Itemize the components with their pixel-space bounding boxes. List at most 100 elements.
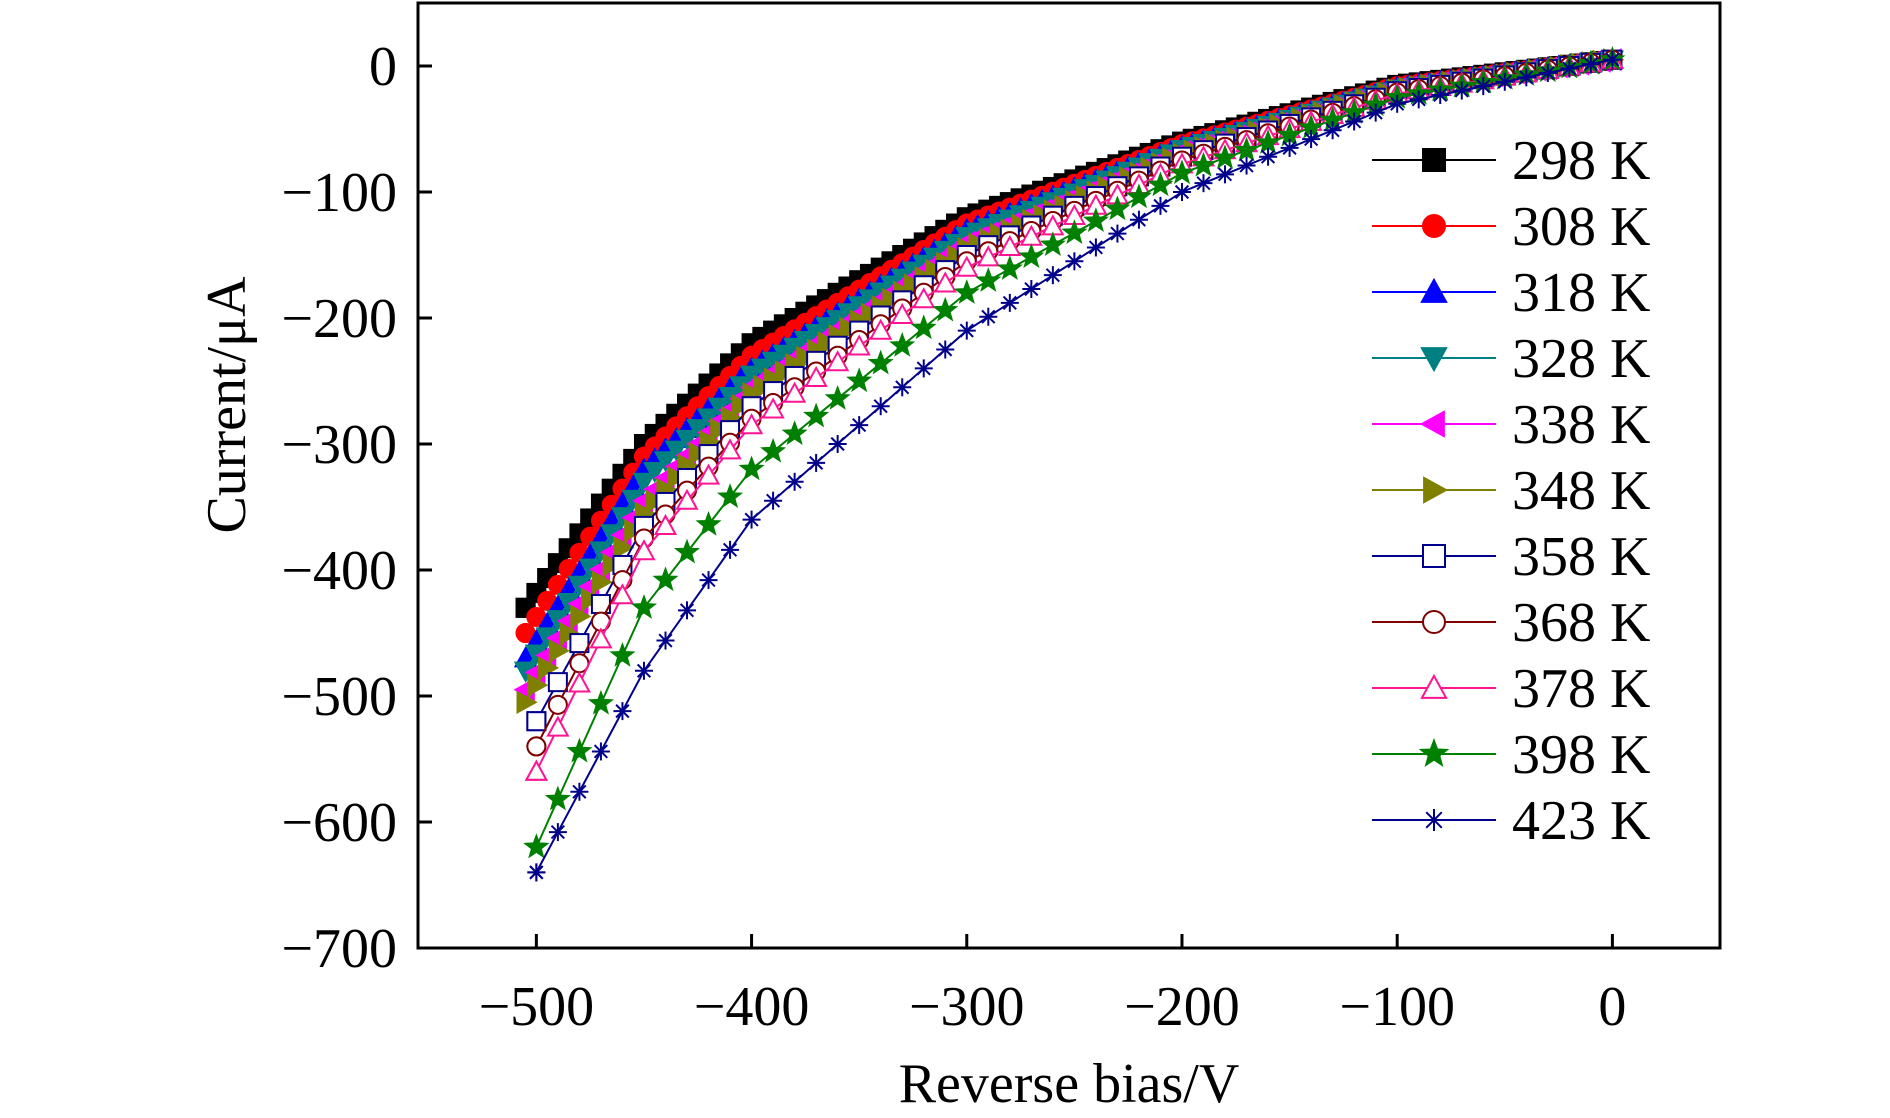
data-point	[630, 594, 657, 619]
data-point	[547, 672, 568, 693]
data-point	[1302, 130, 1321, 149]
y-tick-label: −400	[281, 540, 397, 602]
data-point	[1517, 68, 1536, 87]
data-point	[1065, 252, 1084, 271]
y-tick-label: −200	[281, 288, 397, 350]
data-point	[783, 381, 807, 403]
data-point	[1147, 171, 1174, 197]
data-point	[742, 510, 761, 529]
data-point	[673, 538, 701, 564]
series-298-k	[515, 49, 1623, 618]
data-point	[675, 488, 699, 510]
data-point	[1366, 103, 1385, 122]
legend-label: 358 K	[1512, 526, 1650, 588]
y-axis-label: Current/μA	[196, 276, 258, 534]
data-point	[893, 378, 912, 397]
data-point	[1538, 63, 1557, 82]
data-point	[738, 455, 765, 481]
data-point	[699, 571, 718, 590]
data-point	[1018, 243, 1045, 268]
data-point	[739, 413, 764, 435]
data-point	[643, 461, 667, 484]
data-point	[826, 350, 850, 372]
legend-marker	[1423, 476, 1449, 504]
data-point	[1043, 266, 1062, 285]
legend-item: 378 K	[1372, 658, 1650, 720]
data-point	[696, 463, 721, 485]
data-point	[634, 661, 653, 680]
legend-marker	[1422, 148, 1446, 172]
y-tick-label: −300	[281, 414, 397, 476]
x-tick-label: −400	[694, 976, 810, 1038]
y-tick-label: 0	[369, 36, 397, 98]
data-point	[998, 234, 1022, 257]
legend-label: 308 K	[1512, 196, 1650, 258]
data-point	[933, 271, 957, 293]
data-point	[761, 397, 785, 419]
legend-label: 318 K	[1512, 262, 1650, 324]
data-point	[548, 639, 570, 663]
data-point	[1000, 293, 1019, 312]
data-point	[824, 384, 851, 410]
data-point	[1259, 147, 1278, 166]
legend-item: 348 K	[1372, 460, 1650, 522]
legend-marker	[1422, 544, 1446, 568]
x-axis-label: Reverse bias/V	[899, 1053, 1240, 1115]
data-point	[610, 583, 635, 605]
data-point	[570, 604, 592, 628]
y-tick-label: −600	[281, 792, 397, 854]
x-tick-label: −300	[909, 976, 1025, 1038]
data-point	[869, 318, 893, 340]
data-point	[781, 420, 808, 445]
data-point	[957, 321, 976, 340]
data-point	[1086, 238, 1105, 257]
legend-item: 328 K	[1372, 328, 1650, 390]
data-point	[591, 742, 610, 761]
series-328-k	[514, 50, 1624, 683]
data-point	[544, 785, 571, 811]
data-point	[718, 438, 742, 460]
data-point	[523, 833, 550, 859]
data-point	[1125, 183, 1152, 209]
y-tick-label: −500	[281, 666, 397, 728]
data-point	[1104, 195, 1131, 221]
data-point	[1212, 144, 1239, 170]
data-point	[1190, 151, 1217, 177]
data-point	[764, 491, 783, 510]
legend-item: 358 K	[1372, 526, 1650, 588]
data-point	[979, 307, 998, 326]
data-point	[1108, 224, 1127, 243]
data-point	[526, 711, 547, 732]
data-point	[1039, 231, 1066, 256]
data-point	[1233, 136, 1260, 162]
data-point	[652, 566, 679, 592]
legend-label: 423 K	[1512, 790, 1650, 852]
data-point	[567, 671, 591, 693]
data-point	[912, 287, 936, 309]
data-point	[976, 245, 1000, 267]
data-point	[1452, 81, 1471, 100]
legend-label: 398 K	[1512, 724, 1650, 786]
legend-item: 318 K	[1372, 262, 1650, 324]
data-point	[632, 472, 656, 494]
data-point	[871, 397, 890, 416]
legend-marker	[1422, 214, 1446, 238]
data-point	[632, 539, 656, 561]
legend-item: 308 K	[1372, 196, 1650, 258]
legend-label: 378 K	[1512, 658, 1650, 720]
data-point	[1168, 159, 1195, 185]
legend-label: 328 K	[1512, 328, 1650, 390]
x-tick-label: −100	[1339, 976, 1455, 1038]
legend-label: 348 K	[1512, 460, 1650, 522]
data-point	[678, 601, 697, 620]
data-point	[664, 440, 688, 462]
data-point	[527, 863, 546, 882]
legend-item: 368 K	[1372, 592, 1650, 654]
series-line	[524, 58, 1613, 672]
data-point	[955, 255, 979, 277]
data-point	[1237, 156, 1256, 175]
data-point	[739, 365, 764, 387]
data-point	[1022, 280, 1041, 299]
